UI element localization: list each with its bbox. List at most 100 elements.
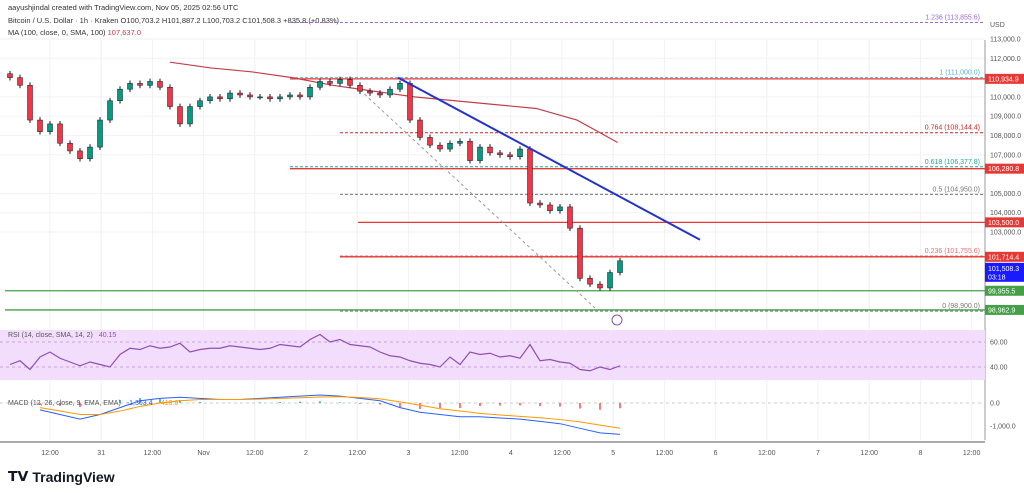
candle-body (197, 100, 203, 107)
candle-body (287, 94, 293, 98)
fib-level-label: 0.236 (101,755.6) (925, 248, 980, 255)
price-tag (985, 163, 1024, 174)
candle-body (467, 141, 473, 161)
candle-body (357, 85, 363, 92)
price-tick-label: 105,000.0 (990, 191, 1021, 198)
ma-line (169, 61, 618, 144)
candle-body (97, 119, 103, 148)
time-tick-label: 12:00 (246, 450, 264, 457)
candle-body (57, 123, 63, 144)
candle-body (277, 96, 283, 100)
rsi-label: RSI (14, close, SMA, 14, 2) (8, 332, 93, 339)
candle-body (67, 142, 73, 152)
candle-body (87, 146, 93, 159)
candle-body (507, 154, 513, 157)
candle-body (387, 88, 393, 96)
candle-body (607, 272, 613, 289)
time-tick-label: 12:00 (758, 450, 776, 457)
current-price-label: 101,508.3 (988, 266, 1019, 273)
candle-body (527, 148, 533, 204)
candle-body (537, 202, 543, 206)
candle-body (187, 106, 193, 125)
time-tick-label: 12:00 (144, 450, 162, 457)
ma-label: MA (100, close, 0, SMA, 100) (8, 28, 106, 37)
rsi-tick-label: 40.00 (990, 365, 1008, 372)
candle-body (417, 119, 423, 138)
candle-body (17, 77, 23, 86)
macd-signal-value: -419.9 (159, 400, 179, 407)
tv-logo-icon: 𝗧𝗩 (8, 468, 29, 484)
candle-body (337, 79, 343, 84)
trendline (397, 76, 701, 241)
price-tag-label: 103,500.0 (988, 220, 1019, 227)
time-tick-label: 12:00 (963, 450, 981, 457)
candle-body (497, 152, 503, 156)
macd-tick-label: -1,000.0 (990, 424, 1016, 431)
current-price-tag (985, 262, 1024, 282)
candle-body (307, 87, 313, 98)
candle-body (137, 83, 143, 86)
price-tag (985, 251, 1024, 262)
price-tag-label: 98,962.9 (988, 307, 1015, 314)
candle-body (347, 79, 353, 86)
price-tag (985, 304, 1024, 315)
fib-level-label: 1.236 (113,855.6) (925, 14, 980, 21)
candle-body (517, 148, 523, 157)
candle-body (597, 283, 603, 289)
candle-body (147, 81, 153, 86)
time-tick-label: 12:00 (348, 450, 366, 457)
candle-body (177, 106, 183, 125)
candle-body (397, 83, 403, 90)
price-tag-label: 99,955.5 (988, 288, 1015, 295)
candle-body (567, 206, 573, 229)
macd-signal-line (39, 396, 621, 429)
currency-label: USD (990, 22, 1005, 29)
time-tick-label: 12:00 (451, 450, 469, 457)
price-tag (985, 217, 1024, 228)
candle-body (477, 146, 483, 161)
candle-body (297, 94, 303, 98)
tradingview-logo: 𝗧𝗩 TradingView (8, 468, 115, 485)
ma-value: 107,637.0 (107, 28, 142, 37)
candle-body (37, 119, 43, 132)
time-tick-label: 8 (918, 450, 922, 457)
time-tick-label: 6 (714, 450, 718, 457)
candle-body (227, 92, 233, 100)
candle-body (207, 96, 213, 102)
event-marker-icon (611, 314, 623, 326)
price-tick-label: 103,000.0 (990, 230, 1021, 237)
candle-body (367, 90, 373, 94)
candle-body (547, 204, 553, 212)
macd-value: -1,363.4 (127, 400, 153, 407)
candle-body (7, 73, 13, 78)
time-tick-label: 12:00 (656, 450, 674, 457)
candle-body (487, 146, 493, 154)
candle-body (127, 83, 133, 90)
rsi-band (0, 330, 985, 380)
fib-level-label: 1 (111,000.0) (939, 70, 980, 77)
price-tag-label: 110,934.9 (988, 76, 1019, 83)
time-tick-label: 12:00 (553, 450, 571, 457)
rsi-tick-label: 60.00 (990, 340, 1008, 347)
price-tag (985, 73, 1024, 84)
candle-body (437, 144, 443, 150)
price-tick-label: 113,000.0 (990, 37, 1021, 44)
candle-body (267, 96, 273, 100)
candle-body (237, 92, 243, 96)
candle-body (587, 278, 593, 285)
time-tick-label: 5 (611, 450, 615, 457)
fib-level-label: 0.618 (106,377.8) (925, 159, 980, 166)
macd-line (39, 394, 621, 435)
price-tag-label: 106,280.8 (988, 166, 1019, 173)
time-tick-label: 12:00 (860, 450, 878, 457)
candle-body (247, 94, 253, 98)
candle-body (427, 137, 433, 146)
fib-diagonal-line (359, 89, 596, 309)
price-tick-label: 108,000.0 (990, 133, 1021, 140)
candle-body (317, 81, 323, 88)
fib-level-label: 0.5 (104,950.0) (933, 186, 980, 193)
candle-body (257, 96, 263, 99)
candle-body (157, 81, 163, 88)
candle-body (327, 81, 333, 84)
